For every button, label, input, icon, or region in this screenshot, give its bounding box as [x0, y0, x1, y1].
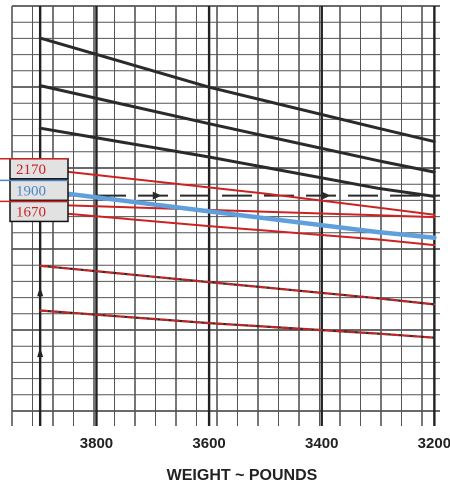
- guide-line-4: [39, 203, 436, 219]
- callout-label: 2170: [16, 162, 46, 178]
- x-axis-label: WEIGHT ~ POUNDS: [167, 467, 318, 484]
- guide-line-5: [39, 210, 436, 247]
- callout-2170: 2170: [0, 158, 69, 180]
- guide-line-1: [38, 84, 436, 174]
- x-axis-ticks: 3800 3600 3400 3200: [80, 435, 450, 452]
- guide-line-3: [39, 167, 436, 216]
- chart-callouts: 2170 1900 1670: [0, 158, 69, 223]
- guide-line-2: [38, 126, 436, 198]
- guide-line-0: [38, 36, 436, 144]
- x-tick-label: 3400: [305, 435, 338, 452]
- arrow-head: [37, 347, 44, 358]
- x-tick-label: 3600: [192, 435, 225, 452]
- callout-label: 1900: [16, 183, 46, 199]
- callout-label: 1670: [16, 204, 46, 220]
- callout-1670: 1670: [0, 200, 69, 223]
- chart-lines: [37, 36, 437, 339]
- arrow-head: [321, 191, 331, 200]
- x-tick-label: 3800: [80, 435, 113, 452]
- arrow-head: [37, 286, 44, 297]
- callout-1900: 1900: [0, 179, 69, 202]
- arrow-head: [152, 191, 162, 200]
- result-line-blue: [37, 188, 437, 241]
- guide-line-7: [39, 309, 436, 339]
- guide-line-6: [39, 264, 436, 306]
- x-tick-label: 3200: [418, 435, 450, 452]
